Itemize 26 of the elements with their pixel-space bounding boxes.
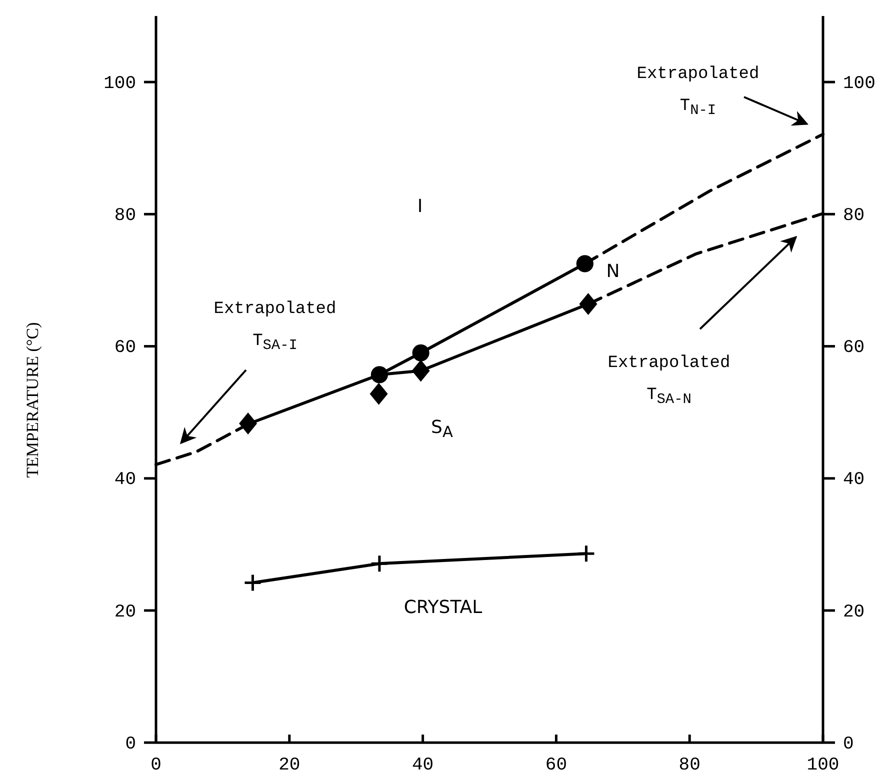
y2-tick-label: 60 — [843, 338, 865, 358]
y2-tick-label: 100 — [843, 74, 876, 94]
y-axis-title: TEMPERATURE (°C) — [23, 322, 42, 478]
annotation: S$_{A}$ — [431, 416, 454, 441]
y2-tick-label: 80 — [843, 206, 865, 226]
y2-tick-label: 0 — [843, 734, 854, 754]
x-tick-label: 60 — [545, 755, 568, 774]
x-tick-label: 80 — [678, 755, 700, 774]
x-tick-label: 20 — [278, 755, 300, 774]
annotation: CRYSTAL — [404, 596, 482, 618]
y-tick-label: 0 — [125, 734, 136, 754]
x-tick-label: 40 — [412, 755, 434, 774]
annotation: Extrapolated T$_{SA-I}$ — [214, 300, 336, 354]
y2-tick-label: 20 — [843, 602, 865, 622]
y-tick-label: 40 — [114, 470, 136, 490]
annotation: Extrapolated T$_{SA-N}$ — [608, 354, 730, 408]
annotation: I — [417, 196, 423, 217]
y2-tick-label: 40 — [843, 470, 865, 490]
y-tick-label: 100 — [104, 74, 136, 94]
y-tick-label: 80 — [114, 206, 136, 226]
annotation: N — [606, 260, 620, 282]
y-tick-label: 20 — [114, 602, 136, 622]
x-tick-label: 0 — [150, 755, 162, 774]
annotation: Extrapolated T$_{N-I}$ — [636, 65, 760, 119]
y-tick-label: 60 — [114, 338, 136, 358]
x-tick-label: 100 — [806, 755, 840, 774]
